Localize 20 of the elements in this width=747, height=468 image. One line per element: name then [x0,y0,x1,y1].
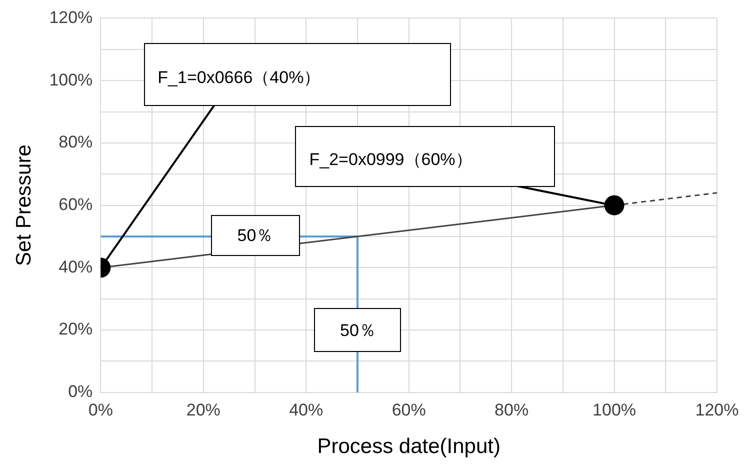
y-tick-label: 120% [49,8,93,27]
x-tick-label: 100% [592,400,636,420]
y-tick-label: 40% [58,257,93,276]
annotation: 50％ [340,320,376,342]
x-tick-label: 40% [289,400,324,420]
annotation: F_1=0x0666（40%） [158,66,321,89]
x-axis-title: Process date(Input) [317,435,500,458]
x-tick-label: 0% [88,400,113,420]
x-tick-label: 120% [695,400,739,420]
y-tick-label: 80% [58,132,93,152]
x-tick-label: 60% [392,400,426,420]
annotation: 50％ [237,225,274,248]
y-tick-label: 100% [49,70,93,90]
x-tick-label: 20% [186,400,220,420]
y-tick-label: 0% [68,382,93,402]
y-tick-label: 20% [58,320,93,339]
x-tick-label: 80% [494,400,529,420]
annotation: F_2=0x0999（60%） [309,149,472,172]
y-axis-title: Set Pressure [12,144,36,266]
y-tick-label: 60% [58,194,93,214]
